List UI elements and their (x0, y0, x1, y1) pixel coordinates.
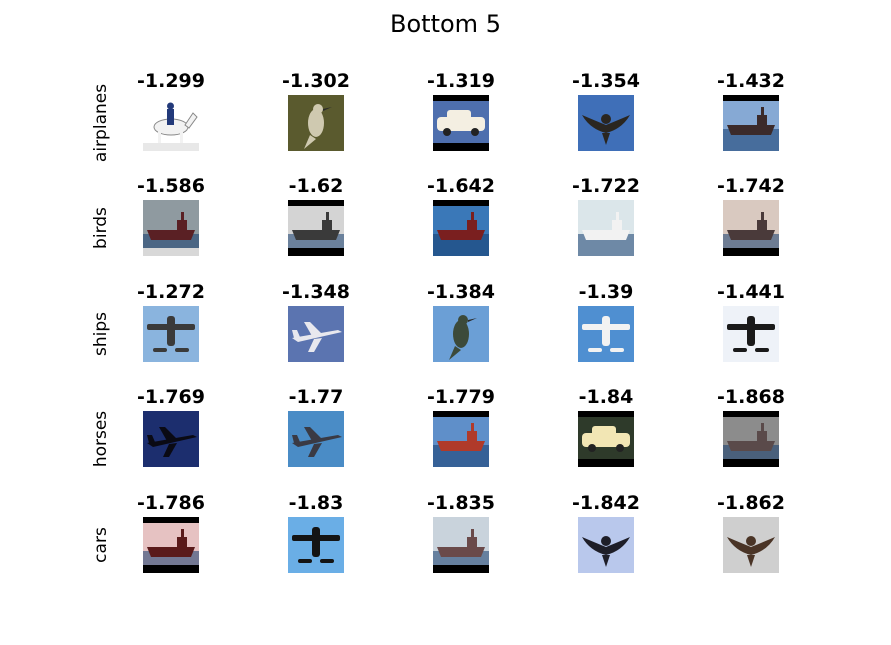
ship-image (143, 200, 199, 256)
score-label: -1.348 (282, 281, 350, 303)
score-label: -1.642 (427, 175, 495, 197)
score-label: -1.84 (578, 386, 634, 408)
score-label: -1.586 (137, 175, 205, 197)
score-label: -1.384 (427, 281, 495, 303)
row-label-cars: cars (91, 527, 111, 563)
airliner-image (288, 306, 344, 362)
propeller-plane-image (578, 306, 634, 362)
score-label: -1.868 (717, 386, 785, 408)
eagle-image (578, 517, 634, 573)
cruise-ship-image (578, 200, 634, 256)
score-label: -1.842 (572, 492, 640, 514)
score-label: -1.302 (282, 70, 350, 92)
row-label-ships: ships (91, 312, 111, 357)
ship-image (433, 517, 489, 573)
score-label: -1.272 (137, 281, 205, 303)
seaplane-image (288, 517, 344, 573)
car-image (578, 411, 634, 467)
ship-image (143, 517, 199, 573)
figure-title: Bottom 5 (390, 10, 501, 38)
score-label: -1.62 (288, 175, 344, 197)
eagle-image (578, 95, 634, 151)
hummingbird-image (433, 306, 489, 362)
seaplane-image (723, 306, 779, 362)
score-label: -1.432 (717, 70, 785, 92)
score-label: -1.779 (427, 386, 495, 408)
jet-image (143, 411, 199, 467)
score-label: -1.319 (427, 70, 495, 92)
fighter-jet-image (288, 411, 344, 467)
score-label: -1.354 (572, 70, 640, 92)
row-label-airplanes: airplanes (91, 83, 111, 163)
score-label: -1.769 (137, 386, 205, 408)
score-label: -1.722 (572, 175, 640, 197)
score-label: -1.299 (137, 70, 205, 92)
ship-image (723, 95, 779, 151)
ship-image (723, 411, 779, 467)
row-label-horses: horses (91, 410, 111, 468)
score-label: -1.77 (288, 386, 344, 408)
score-label: -1.441 (717, 281, 785, 303)
score-label: -1.742 (717, 175, 785, 197)
warship-image (288, 200, 344, 256)
car-image (433, 95, 489, 151)
score-label: -1.786 (137, 492, 205, 514)
ship-image (723, 200, 779, 256)
row-label-birds: birds (91, 207, 111, 249)
container-ship-image (433, 411, 489, 467)
ship-image (433, 200, 489, 256)
score-label: -1.83 (288, 492, 344, 514)
seaplane-image (143, 306, 199, 362)
score-label: -1.862 (717, 492, 785, 514)
score-label: -1.39 (578, 281, 634, 303)
horse-rider-image (143, 95, 199, 151)
bird-image (288, 95, 344, 151)
score-label: -1.835 (427, 492, 495, 514)
eagle-image (723, 517, 779, 573)
